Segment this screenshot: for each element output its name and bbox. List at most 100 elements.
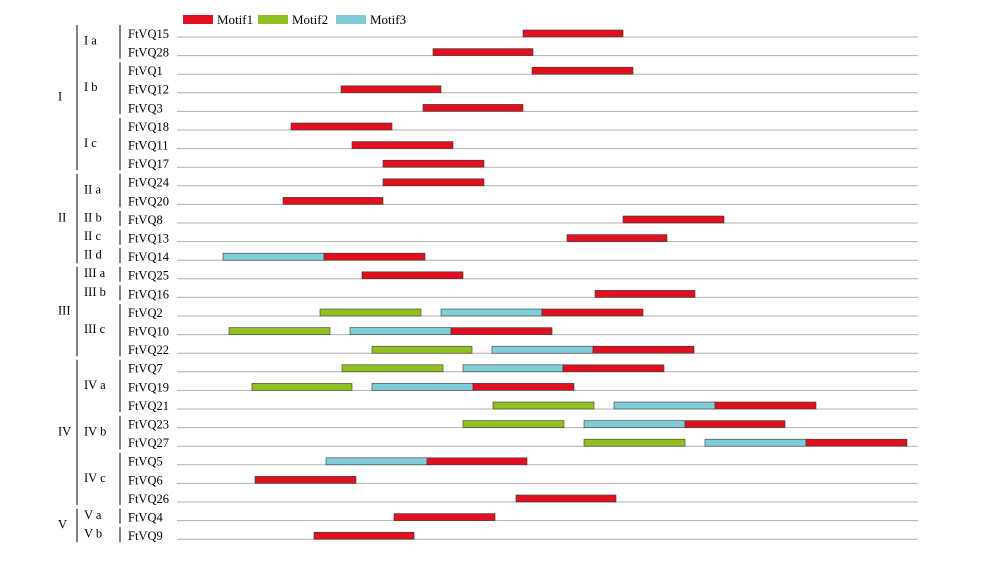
motif-bar	[450, 327, 553, 335]
motif-bar	[282, 197, 384, 205]
motif-bar	[472, 383, 575, 391]
motif-bar	[592, 345, 695, 354]
gene-label: FtVQ12	[128, 83, 169, 97]
motif-bar	[684, 420, 786, 428]
gene-label: FtVQ24	[128, 176, 170, 190]
motif-bar	[805, 438, 908, 447]
subgroup-label: I c	[84, 136, 97, 150]
motif-bar	[393, 513, 496, 521]
motif-bar	[422, 104, 524, 112]
group-label: I	[58, 89, 62, 103]
gene-label: FtVQ28	[128, 45, 169, 59]
gene-label: FtVQ13	[128, 231, 169, 245]
subgroup-label: III b	[84, 285, 106, 299]
motif-bar	[541, 308, 644, 317]
gene-label: FtVQ26	[128, 492, 169, 506]
motif-bar	[462, 420, 565, 428]
subgroup-label: II a	[84, 182, 101, 196]
motif-bar	[323, 252, 426, 261]
gene-label: FtVQ1	[128, 64, 163, 78]
motif-bar	[371, 383, 474, 391]
legend-swatch	[258, 15, 288, 24]
gene-label: FtVQ7	[128, 362, 163, 376]
motif-bar	[704, 438, 807, 447]
gene-label: FtVQ11	[128, 138, 169, 152]
legend-label: Motif3	[370, 12, 407, 27]
group-label: III	[58, 303, 71, 317]
subgroup-label: III c	[84, 322, 106, 336]
motif-bar	[462, 364, 564, 373]
motif-bar	[531, 66, 634, 75]
gene-label: FtVQ9	[128, 529, 163, 543]
subgroup-label: IV c	[84, 471, 106, 485]
motif-bar	[341, 364, 444, 373]
gene-label: FtVQ16	[128, 287, 169, 301]
gene-label: FtVQ20	[128, 194, 169, 208]
motif-bar	[562, 364, 665, 373]
subgroup-label: I a	[84, 34, 97, 48]
motif-bar	[254, 476, 357, 484]
gene-label: FtVQ2	[128, 306, 163, 320]
motif-bar	[313, 531, 415, 540]
gene-label: FtVQ22	[128, 343, 169, 357]
motif-bar	[491, 345, 594, 354]
motif-bar	[432, 48, 534, 56]
motif-bar	[290, 122, 393, 131]
legend-label: Motif1	[217, 12, 254, 27]
legend-label: Motif2	[292, 12, 329, 27]
gene-label: FtVQ15	[128, 27, 169, 41]
motif-bar	[566, 234, 668, 242]
legend-swatch	[183, 15, 213, 24]
motif-bar	[440, 308, 543, 317]
motif-bar	[222, 252, 325, 261]
group-label: II	[58, 210, 66, 224]
subgroup-label: IV b	[84, 424, 106, 438]
gene-label: FtVQ8	[128, 213, 163, 227]
motif-bar	[613, 401, 716, 410]
motif-bar	[351, 141, 454, 149]
subgroup-label: II c	[84, 229, 101, 243]
motif-bar	[515, 494, 617, 503]
subgroup-label: II b	[84, 210, 102, 224]
motif-bar	[319, 308, 422, 317]
motif-bar	[583, 438, 686, 447]
gene-label: FtVQ19	[128, 380, 169, 394]
motif-bar	[382, 178, 485, 187]
gene-label: FtVQ18	[128, 120, 169, 134]
gene-label: FtVQ14	[128, 250, 170, 264]
subgroup-label: III a	[84, 266, 106, 280]
gene-label: FtVQ21	[128, 399, 169, 413]
motif-bar	[340, 85, 442, 94]
gene-label: FtVQ27	[128, 436, 169, 450]
group-label: IV	[58, 424, 71, 438]
motif-bar	[426, 457, 528, 466]
gene-label: FtVQ25	[128, 269, 169, 283]
motif-bar	[251, 383, 353, 391]
gene-label: FtVQ6	[128, 473, 163, 487]
gene-label: FtVQ23	[128, 417, 169, 431]
subgroup-label: IV a	[84, 378, 106, 392]
motif-bar	[228, 327, 331, 335]
motif-bar	[522, 29, 624, 38]
legend-swatch	[336, 15, 366, 24]
subgroup-label: V b	[84, 527, 102, 541]
gene-label: FtVQ4	[128, 510, 163, 524]
gene-label: FtVQ3	[128, 101, 163, 115]
motif-bar	[325, 457, 428, 466]
subgroup-label: I b	[84, 80, 98, 94]
subgroup-label: V a	[84, 508, 102, 522]
motif-bar	[594, 290, 696, 298]
motif-bar	[492, 401, 595, 410]
motif-bar	[361, 271, 464, 280]
motif-bar	[382, 159, 485, 168]
gene-label: FtVQ10	[128, 324, 169, 338]
subgroup-label: II d	[84, 248, 102, 262]
motif-bar	[349, 327, 452, 335]
motif-bar	[583, 420, 686, 428]
motif-bar	[622, 215, 725, 224]
motif-bar	[714, 401, 817, 410]
motif-bar	[371, 345, 473, 354]
group-label: V	[58, 517, 67, 531]
